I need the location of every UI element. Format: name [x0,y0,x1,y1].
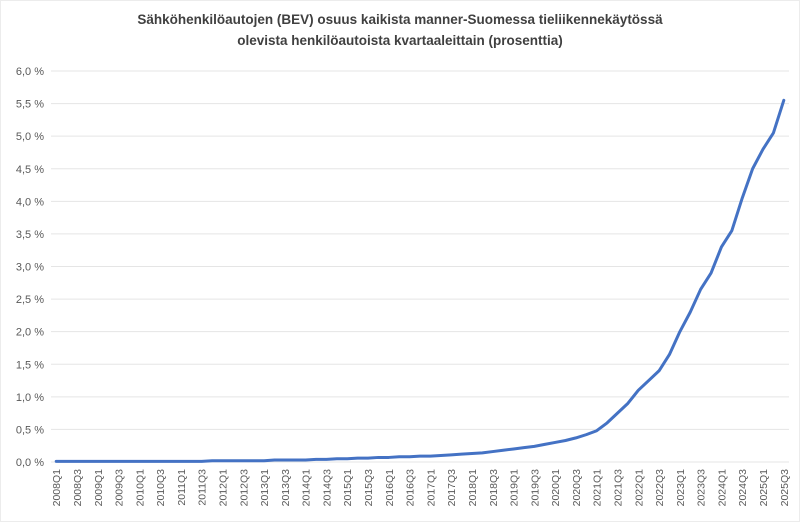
y-axis-tick-label: 5,5 % [16,99,44,111]
chart-title-line2: olevista henkilöautoista kvartaaleittain… [237,32,563,48]
x-axis-tick-label: 2019Q1 [509,469,521,507]
x-axis-tick-label: 2013Q1 [259,469,271,507]
x-axis-tick-label: 2012Q3 [238,469,250,507]
x-axis-tick-label: 2022Q3 [654,469,666,507]
x-axis-tick-label: 2012Q1 [218,469,230,507]
y-axis-tick-label: 2,0 % [16,327,44,339]
y-axis-tick-label: 3,5 % [16,229,44,241]
x-axis-tick-label: 2019Q3 [529,469,541,507]
x-axis-tick-label: 2021Q1 [592,469,604,507]
x-axis-tick-label: 2024Q1 [716,469,728,507]
x-axis-tick-label: 2014Q1 [301,469,313,507]
x-axis-tick-label: 2015Q1 [342,469,354,507]
y-axis-tick-label: 4,5 % [16,164,44,176]
y-axis-tick-label: 2,5 % [16,294,44,306]
x-axis-tick-label: 2008Q3 [72,469,84,507]
x-axis-tick-label: 2023Q3 [696,469,708,507]
x-axis-tick-label: 2014Q3 [321,469,333,507]
y-axis-tick-label: 3,0 % [16,262,44,274]
x-axis-tick-label: 2020Q3 [571,469,583,507]
chart-title: Sähköhenkilöautojen (BEV) osuus kaikista… [1,10,799,52]
x-axis-tick-label: 2022Q1 [633,469,645,507]
x-axis-tick-label: 2008Q1 [51,469,63,507]
x-axis-tick-label: 2011Q1 [176,469,188,506]
y-axis-tick-label: 0,0 % [16,457,44,469]
x-axis-tick-label: 2013Q3 [280,469,292,507]
x-axis-tick-label: 2010Q1 [134,469,146,507]
x-axis-tick-label: 2020Q1 [550,469,562,507]
x-axis-tick-label: 2015Q3 [363,469,375,507]
y-axis-tick-label: 4,0 % [16,196,44,208]
x-axis-tick-label: 2017Q1 [425,469,437,507]
x-axis-tick-label: 2023Q1 [675,469,687,507]
x-axis-tick-label: 2021Q3 [612,469,624,507]
x-axis-tick-label: 2025Q1 [758,469,770,507]
y-axis-tick-label: 0,5 % [16,424,44,436]
x-axis-tick-label: 2025Q3 [779,469,791,507]
x-axis-tick-label: 2018Q1 [467,469,479,507]
x-axis-tick-label: 2009Q1 [93,469,105,507]
x-axis-tick-label: 2009Q3 [114,469,126,507]
y-axis-tick-label: 6,0 % [16,66,44,78]
x-axis-tick-label: 2018Q3 [488,469,500,507]
y-axis-tick-label: 1,0 % [16,392,44,404]
x-axis-tick-label: 2024Q3 [737,469,749,507]
y-axis-tick-label: 5,0 % [16,131,44,143]
x-axis-tick-label: 2016Q1 [384,469,396,507]
bev-share-line-series [54,98,786,463]
x-axis-tick-label: 2010Q3 [155,469,167,507]
y-axis-tick-label: 1,5 % [16,359,44,371]
x-axis-tick-label: 2016Q3 [405,469,417,507]
x-axis-tick-label: 2017Q3 [446,469,458,507]
x-axis-tick-label: 2011Q3 [197,469,209,506]
chart-title-line1: Sähköhenkilöautojen (BEV) osuus kaikista… [137,12,663,27]
